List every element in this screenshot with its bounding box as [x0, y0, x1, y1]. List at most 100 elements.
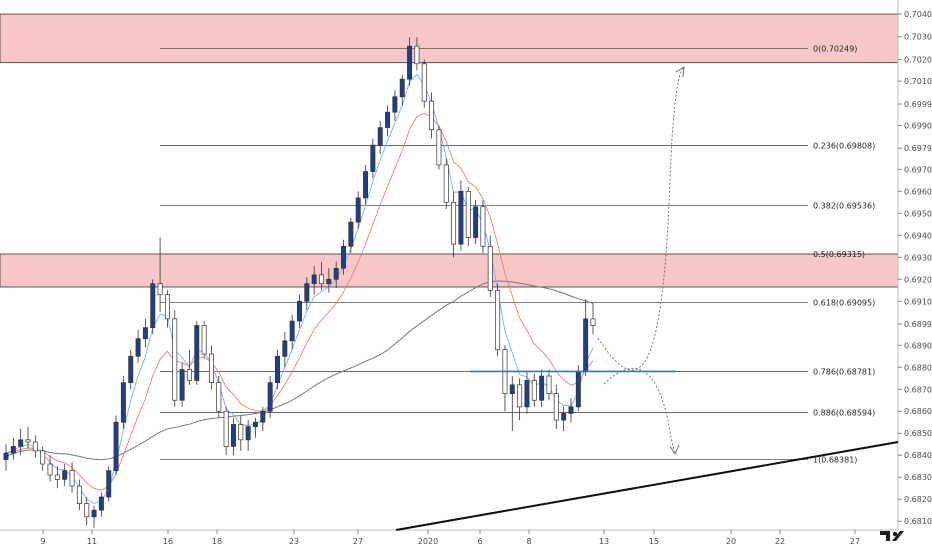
candle-body: [326, 278, 332, 285]
tradingview-logo-icon: [880, 531, 904, 541]
candle-body: [194, 325, 200, 381]
fib-level-label: 0.236(0.69808): [813, 142, 875, 151]
candle-body: [18, 439, 24, 447]
fib-level-label: 0(0.70249): [813, 45, 857, 54]
candle-body: [392, 96, 398, 113]
fib-level-label: 0.618(0.69095): [813, 298, 875, 307]
candle-body: [319, 274, 324, 285]
candle-body: [216, 382, 222, 412]
y-tick-label: 0.70101: [904, 77, 932, 86]
candle-body: [377, 127, 383, 146]
candle-body: [480, 206, 486, 247]
x-tick-label: 2020: [418, 537, 438, 546]
candle-body: [553, 393, 559, 421]
bullish-arrow-head: [675, 66, 685, 78]
candle-body: [201, 325, 207, 355]
bearish-arrow-head: [669, 444, 680, 455]
candle-body: [223, 410, 229, 447]
x-tick-label: 22: [775, 537, 785, 546]
y-tick-label: 0.69796: [904, 144, 932, 153]
candle-body: [407, 45, 413, 80]
candle-body: [297, 300, 302, 322]
fib-level-label: 0.382(0.69536): [813, 201, 875, 210]
candle-body: [128, 355, 134, 384]
candle-body: [3, 452, 9, 460]
candle-body: [179, 369, 185, 401]
candle-body: [150, 283, 156, 329]
x-tick-label: 8: [526, 537, 531, 546]
candle-body: [304, 283, 310, 302]
candle-body: [509, 384, 515, 395]
bearish-projection-path: [603, 367, 676, 453]
candle-body: [451, 201, 457, 245]
candle-body: [47, 463, 53, 476]
x-tick-label: 6: [477, 537, 482, 546]
candle-body: [84, 503, 90, 518]
candle-body: [62, 470, 68, 480]
candle-body: [260, 410, 266, 423]
candle-body: [164, 294, 170, 320]
candle-body: [487, 245, 493, 291]
candle-body: [568, 406, 574, 414]
candle-body: [531, 380, 537, 401]
candle-body: [414, 45, 420, 65]
candle-body: [495, 289, 501, 351]
sma-slow-line: [5, 280, 594, 461]
upper-resistance-zone: [0, 13, 899, 64]
candle-body: [436, 129, 442, 166]
x-tick-label: 27: [353, 537, 363, 546]
candle-body: [238, 424, 244, 441]
ascending-trendline: [395, 441, 899, 531]
candle-body: [458, 190, 464, 245]
candle-body: [429, 100, 435, 131]
candle-body: [252, 421, 258, 427]
x-tick-label: 23: [289, 537, 299, 546]
candle-body: [91, 509, 97, 518]
candle-body: [399, 78, 405, 98]
candle-body: [546, 375, 552, 395]
candle-body: [186, 369, 192, 381]
candle-body: [370, 144, 376, 172]
fib-level-label: 1(0.68381): [813, 455, 857, 464]
candle-body: [76, 485, 82, 504]
ema-mid-line: [5, 112, 594, 491]
candle-body: [10, 446, 16, 454]
candle-body: [40, 450, 46, 465]
candle-body: [98, 496, 104, 511]
candle-body: [421, 63, 427, 102]
x-tick-label: 18: [212, 537, 222, 546]
candle-body: [25, 439, 31, 443]
bullish-projection-path: [597, 66, 685, 371]
candle-body: [172, 318, 178, 401]
candle-body: [561, 413, 567, 421]
candle-body: [275, 355, 280, 384]
x-tick-label: 13: [599, 537, 609, 546]
fib-level-label: 0.786(0.68781): [813, 367, 875, 376]
candle-body: [385, 111, 391, 128]
candle-body: [106, 470, 112, 498]
candle-body: [230, 424, 236, 447]
candle-body: [575, 371, 581, 408]
x-tick-label: 16: [163, 537, 173, 546]
candle-body: [311, 274, 317, 285]
candle-body: [363, 171, 369, 199]
y-tick-label: 0.68997: [904, 320, 932, 329]
candle-body: [208, 353, 214, 384]
candle-body: [333, 267, 339, 280]
candle-body: [32, 441, 38, 452]
candle-body: [341, 245, 347, 269]
candle-body: [120, 382, 126, 423]
